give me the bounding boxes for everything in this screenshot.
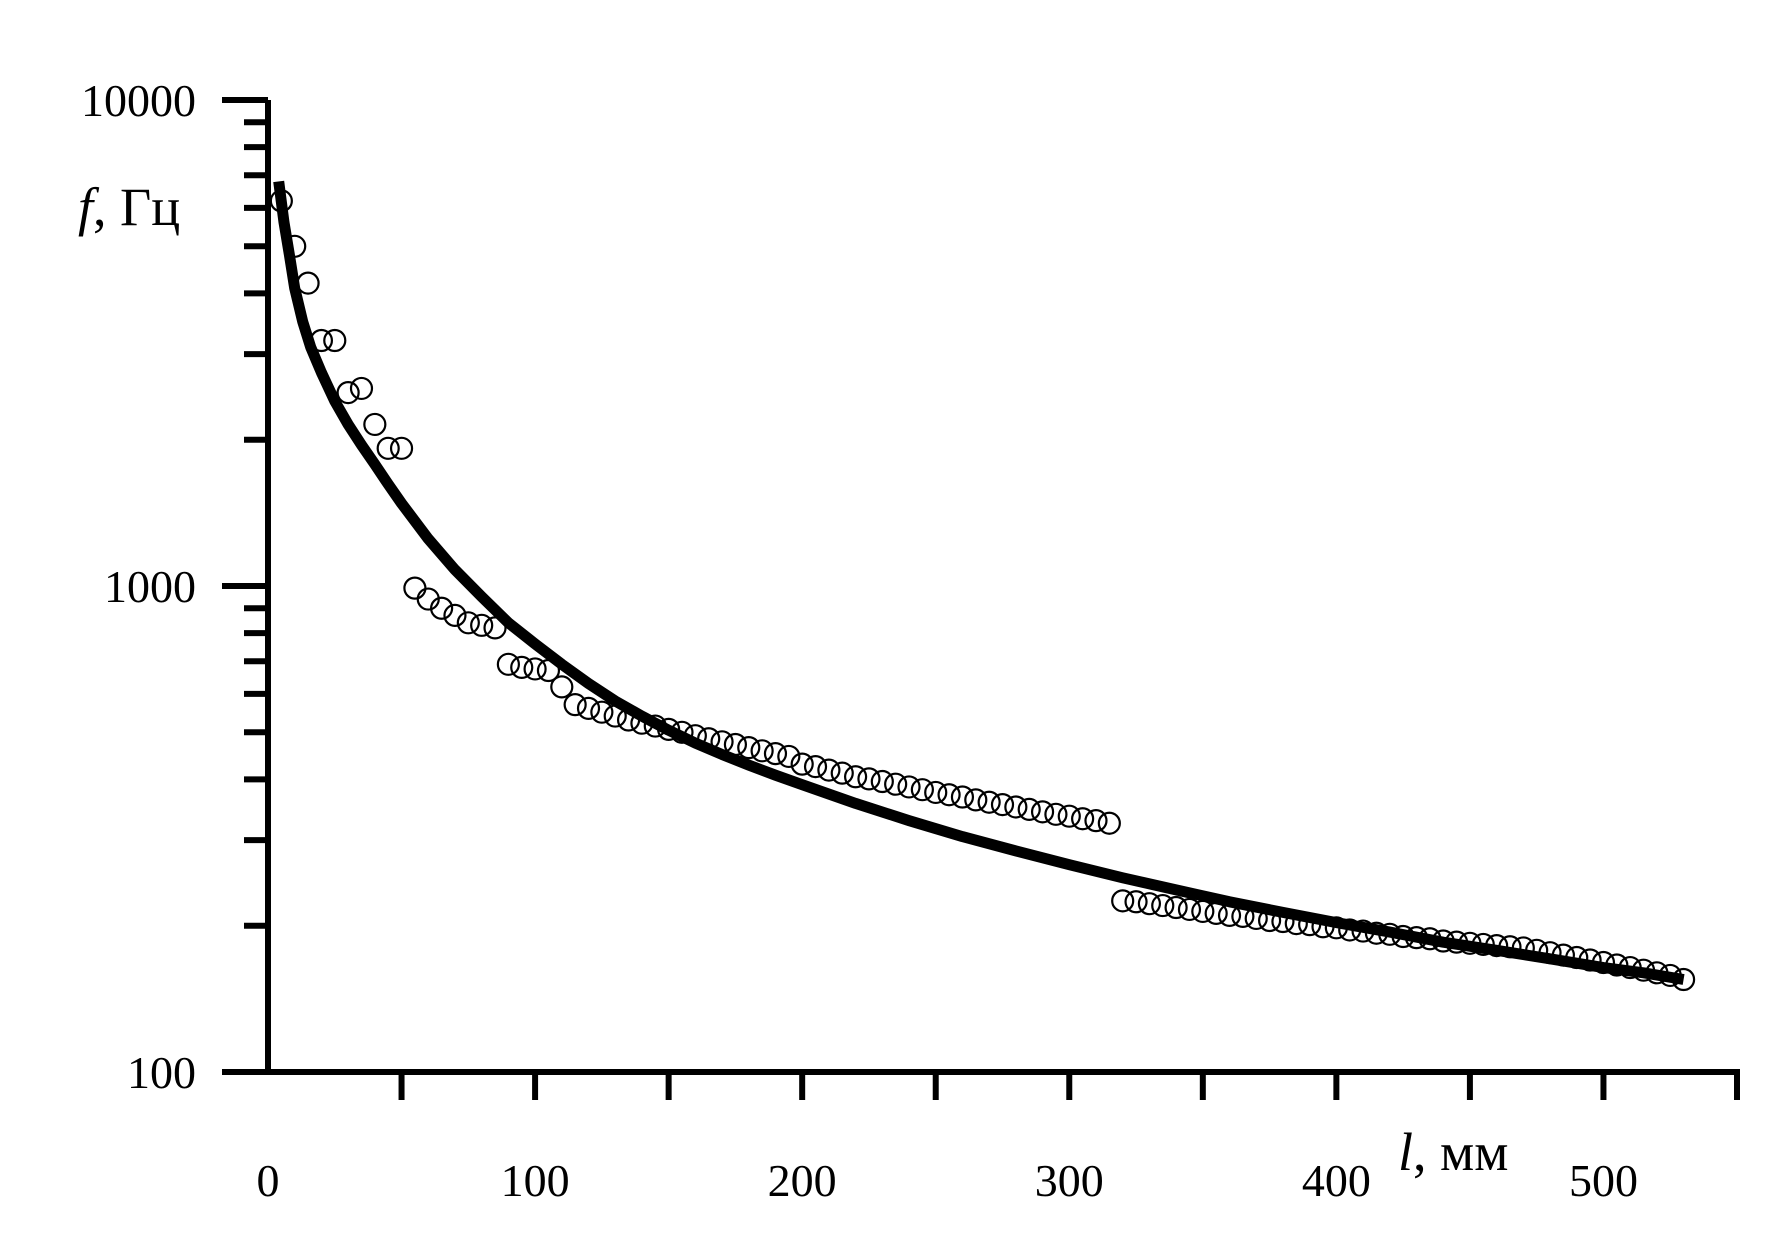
data-point	[1057, 804, 1081, 828]
data-point	[550, 675, 574, 699]
data-point	[1177, 897, 1202, 922]
data-point	[964, 788, 988, 812]
data-point	[389, 436, 414, 460]
tick-labels: 100 1000 10000 0 100 200 300 400 500	[81, 75, 1638, 1206]
x-tick-label: 400	[1302, 1155, 1371, 1206]
data-point	[977, 790, 1001, 814]
data-point	[817, 758, 841, 782]
axes	[222, 100, 1740, 1075]
x-axis-title: l, мм	[1398, 1122, 1508, 1182]
data-point	[590, 700, 614, 724]
data-point	[496, 652, 520, 676]
data-point	[763, 742, 788, 766]
data-point	[897, 775, 921, 799]
x-tick-label: 200	[768, 1155, 837, 1206]
data-point	[403, 576, 427, 600]
data-point	[990, 792, 1015, 817]
data-point	[376, 436, 400, 460]
data-point	[1124, 890, 1148, 914]
fit-curve-layer	[273, 180, 1685, 985]
data-point	[777, 744, 801, 769]
x-tick-label: 100	[501, 1155, 570, 1206]
data-point	[1097, 811, 1121, 835]
data-point	[1030, 800, 1055, 824]
y-axis-unit: , Гц	[93, 177, 180, 237]
data-point	[430, 596, 454, 620]
x-axis-unit: , мм	[1413, 1122, 1508, 1182]
data-point	[349, 376, 374, 401]
data-point	[1004, 795, 1028, 819]
data-point	[830, 761, 854, 785]
data-point	[1071, 807, 1095, 831]
data-point	[843, 765, 868, 789]
fit-curve	[273, 180, 1685, 985]
data-point	[510, 655, 534, 680]
data-point	[937, 783, 961, 807]
data-point	[1137, 892, 1162, 916]
data-point	[750, 739, 774, 763]
x-tick-label: 300	[1035, 1155, 1104, 1206]
data-point	[1111, 889, 1135, 913]
data-point	[443, 603, 467, 627]
data-point	[857, 767, 881, 791]
data-point	[1044, 802, 1068, 826]
data-point	[1151, 893, 1175, 918]
data-point	[456, 611, 480, 635]
data-point	[563, 693, 587, 717]
data-point	[737, 736, 761, 760]
ticks	[222, 97, 1740, 1100]
data-point	[870, 769, 894, 794]
data-point	[1017, 797, 1041, 821]
data-point	[336, 381, 360, 405]
data-point	[470, 613, 494, 637]
data-point	[950, 785, 975, 809]
data-point	[1164, 895, 1188, 920]
data-point	[523, 657, 547, 681]
data-point	[910, 778, 934, 802]
y-tick-label: 100	[127, 1047, 196, 1098]
y-axis-title: f, Гц	[78, 177, 180, 237]
data-point	[1084, 809, 1108, 833]
data-point	[576, 696, 601, 720]
data-points	[269, 189, 1696, 992]
data-point	[363, 412, 387, 437]
x-tick-label: 0	[257, 1155, 280, 1206]
data-point	[790, 752, 814, 776]
y-tick-label: 1000	[104, 561, 196, 612]
data-point	[924, 780, 948, 805]
x-tick-label: 500	[1569, 1155, 1638, 1206]
data-point	[323, 328, 347, 353]
data-point	[884, 772, 908, 796]
x-axis-symbol: l	[1398, 1122, 1413, 1182]
data-point	[803, 755, 828, 779]
y-tick-label: 10000	[81, 75, 196, 126]
